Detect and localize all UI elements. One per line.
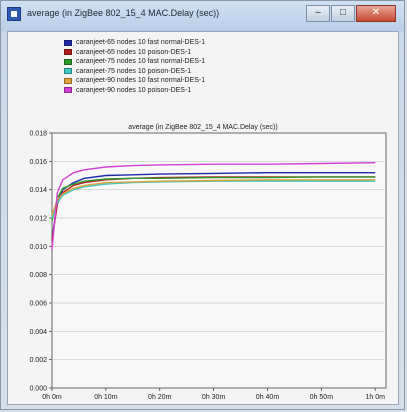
line-chart: 0.000 0.002 0.004 0.006 0.008 0.010 0.012 0.014… [29,131,387,401]
x-tick-label: 0h 10m [94,394,118,401]
series-line [51,171,376,240]
series-line [51,180,376,219]
legend-item: caranjeet-65 nodes 10 fast normal-DES-1 [64,38,205,48]
y-tick-label: 0.008 [29,272,47,279]
x-tick-label: 0h 50m [310,394,334,401]
chart-title: average (in ZigBee 802_15_4 MAC.Delay (s… [128,124,278,131]
series-line [51,176,376,221]
legend-item: caranjeet-90 nodes 10 fast normal-DES-1 [64,76,205,86]
legend-swatch [64,58,72,65]
legend-item: caranjeet-90 nodes 10 poison-DES-1 [64,86,205,96]
y-tick-label: 0.012 [29,216,47,223]
legend-label: caranjeet-90 nodes 10 poison-DES-1 [76,86,192,94]
y-tick-label: 0.004 [29,329,47,336]
y-tick-label: 0.000 [29,386,47,393]
legend-item: caranjeet-75 nodes 10 poison-DES-1 [64,67,205,77]
x-tick-label: 0h 20m [148,394,172,401]
y-tick-label: 0.016 [29,159,47,166]
y-tick-label: 0.002 [29,357,47,364]
y-tick-label: 0.018 [29,131,47,138]
legend-swatch [64,77,72,84]
series-line [51,162,376,250]
graph-panel: caranjeet-65 nodes 10 fast normal-DES-1 c… [7,31,399,405]
title-bar[interactable]: average (in ZigBee 802_15_4 MAC.Delay (s… [1,1,404,29]
y-tick-label: 0.014 [29,187,47,194]
legend-label: caranjeet-75 nodes 10 fast normal-DES-1 [76,58,206,66]
x-tick-label: 0h 30m [202,394,226,401]
legend-swatch [64,39,72,46]
legend-item: caranjeet-75 nodes 10 fast normal-DES-1 [64,57,205,67]
y-tick-label: 0.006 [29,301,47,308]
series-line [51,179,376,216]
y-tick-label: 0.010 [29,244,47,251]
x-tick-label: 0h 40m [256,394,280,401]
window-controls: – □ ✕ [306,5,396,22]
x-tick-label: 0h 0m [42,394,62,401]
window-title: average (in ZigBee 802_15_4 MAC.Delay (s… [27,8,220,18]
legend-label: caranjeet-65 nodes 10 poison-DES-1 [76,48,192,56]
maximize-button[interactable]: □ [331,5,355,22]
minimize-button[interactable]: – [306,5,330,22]
legend-item: caranjeet-65 nodes 10 poison-DES-1 [64,48,205,58]
app-icon [7,7,21,21]
legend-swatch [64,49,72,56]
legend-label: caranjeet-90 nodes 10 fast normal-DES-1 [76,77,206,85]
legend-label: caranjeet-65 nodes 10 fast normal-DES-1 [76,39,206,47]
close-button[interactable]: ✕ [356,5,396,22]
plot-area [51,132,387,389]
legend: caranjeet-65 nodes 10 fast normal-DES-1 c… [64,38,205,95]
x-tick-label: 1h 0m [365,394,385,401]
legend-swatch [64,87,72,94]
legend-label: caranjeet-75 nodes 10 poison-DES-1 [76,67,192,75]
legend-swatch [64,68,72,75]
